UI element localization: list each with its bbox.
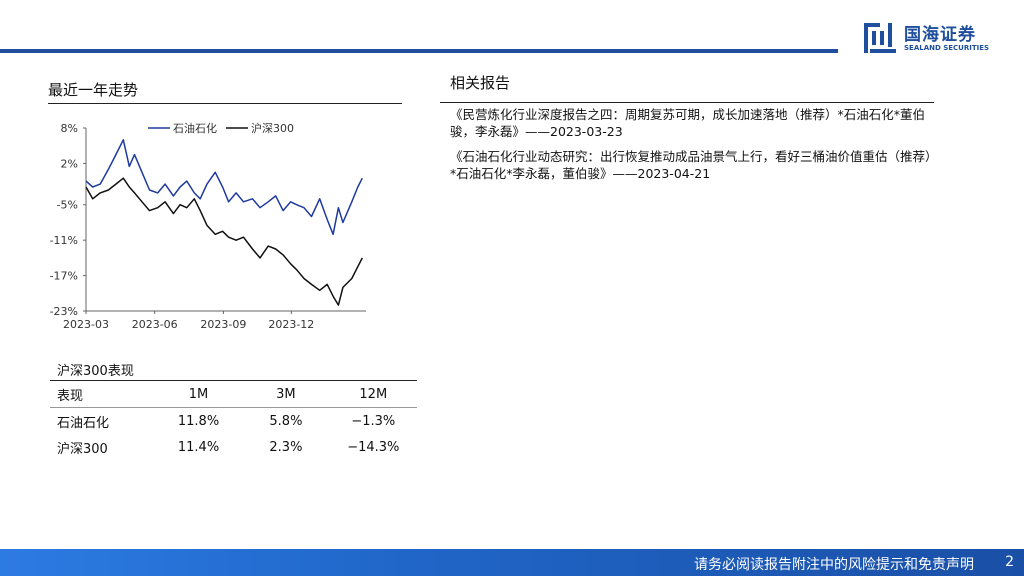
row-value: 2.3%: [269, 439, 303, 455]
table-row: 沪深300 11.4% 2.3% −14.3%: [50, 434, 417, 460]
y-tick-label: -17%: [50, 270, 78, 283]
x-tick-label: 2023-03: [63, 318, 109, 331]
row-value: 11.8%: [177, 413, 220, 429]
page-number: 2: [1005, 554, 1014, 570]
performance-title: 沪深300表现: [57, 364, 134, 379]
performance-table: 表现 1M 3M 12M 石油石化 11.8% 5.8% −1.3% 沪深300…: [50, 380, 417, 460]
chart-lines: [85, 139, 363, 306]
footer-disclaimer: 请务必阅读报告附注中的风险提示和免责声明: [694, 557, 974, 573]
header-cell: 3M: [242, 380, 330, 408]
series-line-hs300: [85, 177, 363, 306]
chart-ticks: 8% 2% -5% -11% -17% -23%2023-03 2023-06 2023-09…: [50, 122, 315, 331]
series-line-petrochem: [85, 139, 363, 236]
x-tick-label: 2023-12: [268, 318, 314, 331]
trend-section-rule: [48, 103, 402, 104]
performance-header-row: 表现 1M 3M 12M: [50, 380, 417, 408]
trend-chart: 8% 2% -5% -11% -17% -23%2023-03 2023-06 2023-09…: [50, 121, 366, 331]
y-tick-label: -23%: [50, 305, 78, 318]
brand-logo-icon: [864, 23, 896, 53]
brand-name-cn: 国海证券: [904, 25, 976, 45]
row-value: −14.3%: [347, 439, 400, 455]
legend-label: 沪深300: [251, 121, 294, 135]
x-tick-label: 2023-06: [132, 318, 178, 331]
header-rule: [0, 49, 838, 53]
chart-legend: 石油石化 沪深300: [148, 121, 294, 135]
y-tick-label: -11%: [50, 234, 78, 247]
row-label: 沪深300: [57, 441, 108, 457]
related-reports-title: 相关报告: [450, 74, 511, 92]
legend-label: 石油石化: [173, 121, 217, 135]
report-link[interactable]: 《民营炼化行业深度报告之四：周期复苏可期，成长加速落地（推荐）*石油石化*董伯骏…: [450, 107, 926, 139]
report-link[interactable]: 《石油石化行业动态研究：出行恢复推动成品油景气上行，看好三桶油价值重估（推荐）*…: [450, 149, 938, 181]
row-value: 5.8%: [269, 413, 303, 429]
header-cell: 表现: [50, 380, 155, 408]
chart-axes: [85, 128, 366, 312]
brand-logo: 国海证券 SEALAND SECURITIES: [862, 20, 1012, 58]
header-cell: 1M: [154, 380, 243, 408]
row-value: −1.3%: [351, 413, 396, 429]
footer-bar: 请务必阅读报告附注中的风险提示和免责声明 2: [0, 549, 1024, 576]
row-value: 11.4%: [177, 439, 220, 455]
row-label: 石油石化: [57, 415, 110, 431]
x-tick-label: 2023-09: [200, 318, 246, 331]
table-row: 石油石化 11.8% 5.8% −1.3%: [50, 408, 417, 435]
y-tick-label: -5%: [57, 199, 78, 212]
y-tick-label: 8%: [61, 122, 78, 135]
brand-name-en: SEALAND SECURITIES: [904, 44, 990, 52]
y-tick-label: 2%: [61, 157, 78, 170]
header-cell: 12M: [329, 380, 417, 408]
related-reports-rule: [440, 102, 934, 103]
trend-section-title: 最近一年走势: [48, 81, 139, 99]
